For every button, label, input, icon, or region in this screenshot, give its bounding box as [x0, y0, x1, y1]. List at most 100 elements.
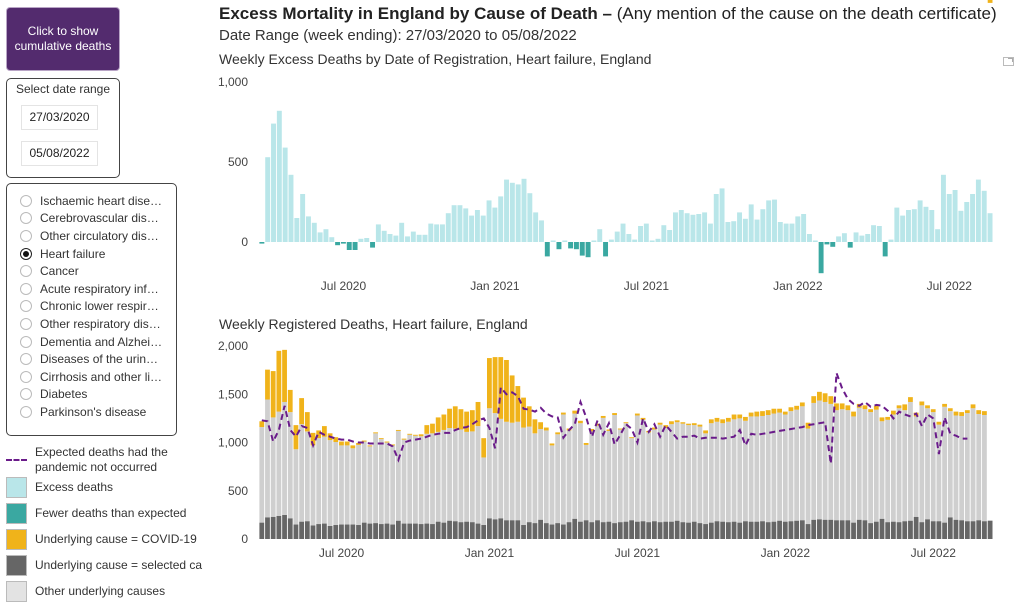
start-date-input[interactable]: 27/03/2020	[21, 105, 98, 130]
excess-bar	[474, 210, 480, 242]
excess-bar	[643, 223, 649, 242]
cause-option[interactable]: Ischaemic heart dise…	[7, 192, 176, 210]
radio-unchecked-icon[interactable]	[20, 265, 32, 278]
excess-bar	[533, 212, 539, 242]
fewer-bar	[556, 242, 562, 250]
other-causes-bar	[378, 439, 384, 525]
covid-bar	[623, 422, 629, 424]
other-causes-bar	[464, 431, 470, 522]
other-causes-bar	[652, 429, 657, 522]
covid-bar	[896, 405, 902, 409]
radio-unchecked-icon[interactable]	[20, 405, 32, 418]
selected-cause-bar	[634, 521, 640, 539]
other-causes-bar	[680, 423, 686, 523]
radio-unchecked-icon[interactable]	[20, 212, 32, 225]
legend-item: Underlying cause = selected ca	[6, 552, 206, 578]
cause-option[interactable]: Diseases of the urin…	[7, 350, 176, 368]
fewer-bar	[830, 242, 836, 247]
excess-bar	[562, 240, 568, 242]
selected-cause-bar	[805, 524, 811, 539]
expand-icon[interactable]	[1003, 57, 1014, 66]
excess-bar	[550, 240, 556, 242]
selected-cause-bar	[731, 521, 737, 539]
radio-unchecked-icon[interactable]	[20, 300, 32, 313]
cumulative-deaths-button[interactable]: Click to show cumulative deaths	[6, 7, 120, 71]
cause-label: Ischaemic heart dise…	[40, 193, 163, 208]
selected-cause-bar	[287, 518, 293, 539]
other-causes-bar	[930, 412, 936, 522]
covid-bar	[321, 426, 327, 437]
selected-cause-bar	[680, 522, 686, 539]
covid-bar	[925, 405, 930, 409]
other-causes-bar	[617, 429, 623, 523]
cause-option[interactable]: Other circulatory dis…	[7, 227, 176, 245]
radio-unchecked-icon[interactable]	[20, 282, 32, 295]
legend-label: Other underlying causes	[35, 584, 166, 598]
radio-checked-icon[interactable]	[20, 247, 32, 260]
excess-bar	[358, 238, 364, 242]
selected-cause-bar	[873, 521, 879, 539]
excess-bar	[439, 224, 445, 242]
selected-cause-bar	[845, 520, 851, 539]
cause-option[interactable]: Heart failure	[7, 245, 176, 263]
excess-bar	[975, 179, 981, 242]
cause-option[interactable]: Cerebrovascular dis…	[7, 210, 176, 228]
other-causes-bar	[578, 423, 583, 522]
excess-bar	[888, 239, 894, 242]
covid-bar	[304, 412, 310, 432]
other-causes-bar	[720, 423, 726, 522]
covid-bar	[430, 423, 435, 434]
other-causes-bar	[964, 413, 970, 522]
legend-swatch	[6, 528, 27, 550]
other-causes-bar	[350, 448, 356, 525]
radio-unchecked-icon[interactable]	[20, 194, 32, 207]
radio-unchecked-icon[interactable]	[20, 353, 32, 366]
other-causes-bar	[572, 413, 578, 519]
legend-swatch	[6, 476, 27, 498]
radio-unchecked-icon[interactable]	[20, 370, 32, 383]
selected-cause-bar	[959, 520, 965, 539]
cause-option[interactable]: Dementia and Alzhei…	[7, 333, 176, 351]
selected-cause-bar	[606, 521, 612, 539]
covid-bar	[737, 414, 743, 419]
cause-option[interactable]: Acute respiratory inf…	[7, 280, 176, 298]
other-causes-bar	[657, 424, 663, 523]
other-causes-bar	[743, 420, 748, 522]
cause-option[interactable]: Cancer	[7, 262, 176, 280]
cause-label: Diabetes	[40, 387, 88, 402]
cause-option[interactable]: Diabetes	[7, 386, 176, 404]
page-title: Excess Mortality in England by Cause of …	[219, 4, 997, 24]
covid-bar	[725, 417, 731, 422]
legend: Expected deaths had the pandemic not occ…	[6, 445, 206, 604]
cause-option[interactable]: Other respiratory dis…	[7, 315, 176, 333]
selected-cause-bar	[521, 525, 526, 539]
cause-option[interactable]: Chronic lower respir…	[7, 298, 176, 316]
other-causes-bar	[555, 434, 561, 524]
selected-cause-bar	[953, 519, 959, 539]
selected-cause-bar	[549, 524, 555, 539]
covid-bar	[333, 437, 339, 443]
selected-cause-bar	[890, 521, 896, 539]
cause-option[interactable]: Cirrhosis and other li…	[7, 368, 176, 386]
radio-unchecked-icon[interactable]	[20, 388, 32, 401]
fewer-bar	[346, 242, 352, 250]
excess-bar	[306, 216, 311, 242]
other-causes-bar	[441, 429, 447, 523]
other-causes-bar	[868, 412, 874, 524]
y-tick-label: 1,000	[218, 436, 248, 450]
covid-bar	[868, 409, 874, 413]
legend-item: Expected deaths had the pandemic not occ…	[6, 445, 206, 474]
other-causes-bar	[754, 416, 760, 522]
radio-unchecked-icon[interactable]	[20, 335, 32, 348]
covid-bar	[492, 357, 498, 414]
covid-bar	[782, 411, 788, 415]
cause-option[interactable]: Parkinson's disease	[7, 403, 176, 421]
selected-cause-bar	[691, 521, 697, 539]
radio-unchecked-icon[interactable]	[20, 317, 32, 330]
excess-bar	[911, 209, 917, 242]
excess-bar	[614, 231, 620, 242]
radio-unchecked-icon[interactable]	[20, 229, 32, 242]
end-date-input[interactable]: 05/08/2022	[21, 141, 98, 166]
cause-label: Cancer	[40, 264, 79, 279]
covid-bar	[361, 440, 367, 442]
